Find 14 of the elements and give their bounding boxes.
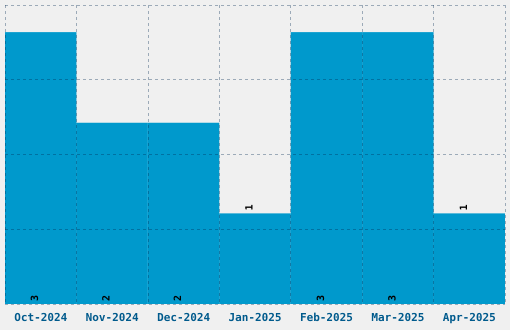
x-tick-label: Feb-2025 — [300, 311, 353, 324]
data-label: 3 — [387, 294, 398, 302]
x-tick-label: Apr-2025 — [442, 311, 496, 324]
x-tick-label: Nov-2024 — [86, 311, 140, 324]
data-label: 2 — [102, 294, 113, 302]
x-tick-label: Dec-2024 — [157, 311, 210, 324]
x-tick-label: Mar-2025 — [371, 311, 424, 324]
data-label: 3 — [316, 294, 327, 302]
x-tick-label: Oct-2024 — [14, 311, 68, 324]
x-tick-label: Jan-2025 — [228, 311, 282, 324]
data-label: 1 — [244, 204, 256, 210]
data-label: 1 — [458, 204, 470, 210]
data-label: 2 — [173, 294, 184, 302]
data-label: 3 — [30, 294, 42, 302]
